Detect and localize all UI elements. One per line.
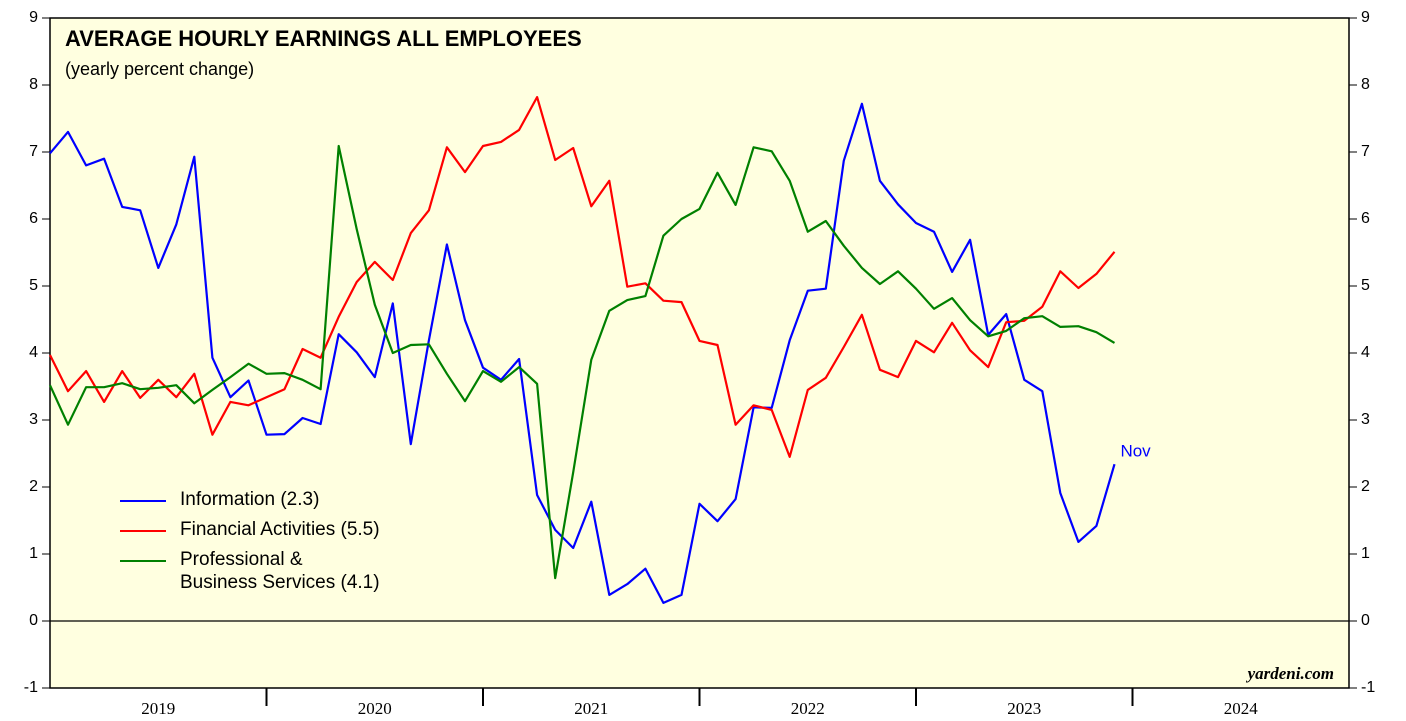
y-tick-label: 0 xyxy=(29,612,38,629)
legend-label: Professional & Business Services (4.1) xyxy=(180,549,380,593)
y-tick-label: 4 xyxy=(29,344,38,361)
legend-swatch xyxy=(120,530,166,532)
legend-item: Information (2.3) xyxy=(120,488,380,511)
legend: Information (2.3) Financial Activities (5… xyxy=(120,488,380,601)
series-line xyxy=(49,96,1116,458)
y-tick-label: 2 xyxy=(29,478,38,495)
y2-tick-label: 6 xyxy=(1361,210,1370,227)
series-line xyxy=(49,102,1116,604)
y2-tick-label: 2 xyxy=(1361,478,1370,495)
x-tick-label: 2024 xyxy=(1224,699,1259,718)
y-tick-label: 5 xyxy=(29,277,38,294)
legend-swatch xyxy=(120,500,166,502)
legend-item: Professional & Business Services (4.1) xyxy=(120,548,380,594)
y-tick-label: 7 xyxy=(29,143,38,160)
chart-title: AVERAGE HOURLY EARNINGS ALL EMPLOYEES xyxy=(65,26,582,51)
y-tick-label: 8 xyxy=(29,76,38,93)
y-tick-label: 6 xyxy=(29,210,38,227)
x-tick-label: 2020 xyxy=(358,699,392,718)
y-tick-label: -1 xyxy=(24,679,38,696)
x-tick-label: 2019 xyxy=(141,699,175,718)
x-tick-label: 2022 xyxy=(791,699,825,718)
y2-tick-label: 0 xyxy=(1361,612,1370,629)
x-tick-label: 2021 xyxy=(574,699,608,718)
y-tick-label: 1 xyxy=(29,545,38,562)
y2-tick-label: -1 xyxy=(1361,679,1375,696)
y2-tick-label: 9 xyxy=(1361,9,1370,26)
y2-tick-label: 7 xyxy=(1361,143,1370,160)
y2-tick-label: 5 xyxy=(1361,277,1370,294)
y2-tick-label: 3 xyxy=(1361,411,1370,428)
source: yardeni.com xyxy=(1246,664,1334,683)
y-tick-label: 9 xyxy=(29,9,38,26)
plot-area xyxy=(49,17,1350,689)
legend-swatch xyxy=(120,560,166,562)
legend-label: Financial Activities (5.5) xyxy=(180,519,380,540)
legend-label: Information (2.3) xyxy=(180,489,320,510)
y-tick-label: 3 xyxy=(29,411,38,428)
x-tick-label: 2023 xyxy=(1007,699,1041,718)
y2-tick-label: 1 xyxy=(1361,545,1370,562)
series-line xyxy=(48,144,1116,580)
chart-subtitle: (yearly percent change) xyxy=(65,59,254,79)
legend-item: Financial Activities (5.5) xyxy=(120,518,380,541)
y2-tick-label: 4 xyxy=(1361,344,1370,361)
end-label: Nov xyxy=(1120,442,1151,461)
y2-tick-label: 8 xyxy=(1361,76,1370,93)
